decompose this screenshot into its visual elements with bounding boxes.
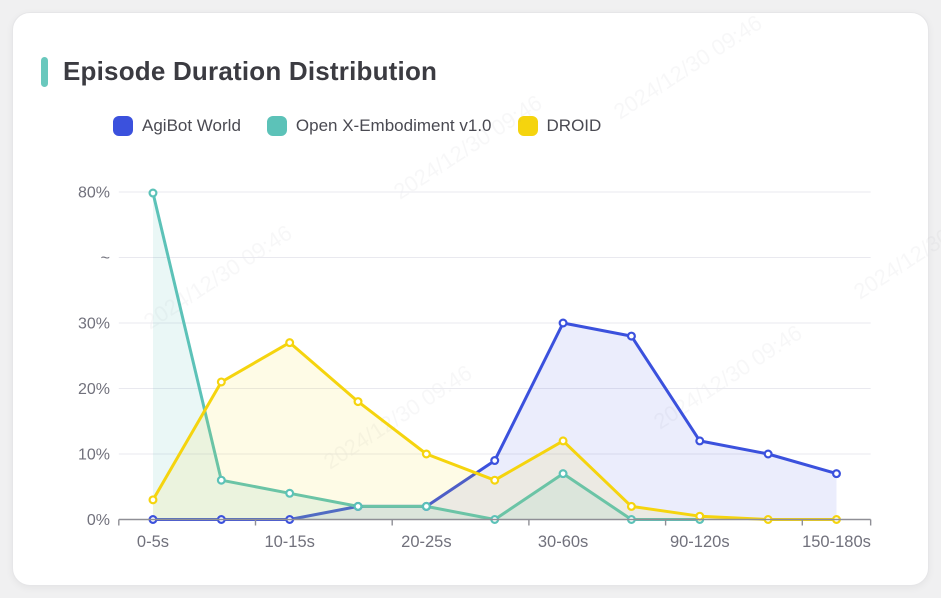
page-title: Episode Duration Distribution: [63, 56, 438, 86]
legend-swatch-icon: [113, 116, 133, 136]
legend-swatch-icon: [517, 116, 538, 136]
legend-item-open-x-embodiment-v1-0[interactable]: Open X-Embodiment v1.0: [266, 116, 492, 136]
chart-card: Episode Duration Distribution AgiBot Wor…: [12, 12, 929, 586]
legend-swatch-icon: [266, 116, 287, 136]
chart-legend: AgiBot World Open X-Embodiment v1.0 DROID: [113, 116, 601, 136]
legend-label: Open X-Embodiment v1.0: [295, 116, 492, 135]
legend-label: DROID: [546, 116, 602, 135]
chart-title-row: Episode Duration Distribution: [41, 56, 437, 87]
legend-item-agibot-world[interactable]: AgiBot World: [113, 116, 241, 136]
legend-label: AgiBot World: [142, 116, 241, 135]
title-accent-bar: [41, 56, 48, 87]
legend-item-droid[interactable]: DROID: [517, 116, 602, 136]
